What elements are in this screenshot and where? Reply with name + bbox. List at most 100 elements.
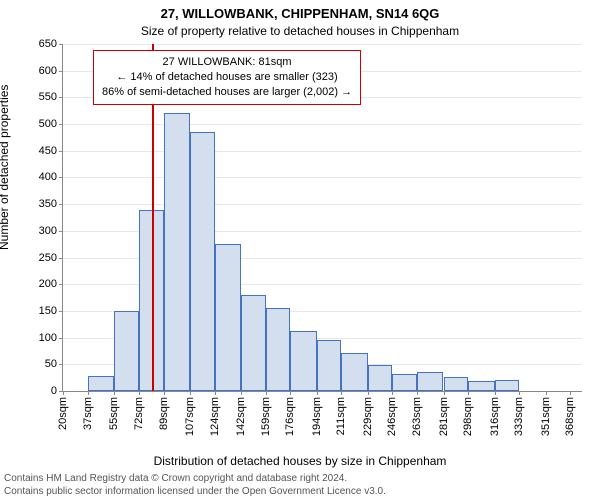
footer-line-1: Contains HM Land Registry data © Crown c… (4, 473, 596, 486)
xtick-mark (114, 391, 115, 395)
xtick-mark (570, 391, 571, 395)
annotation-line: 86% of semi-detached houses are larger (… (102, 85, 352, 100)
chart-title-sub: Size of property relative to detached ho… (0, 24, 600, 38)
xtick-label: 176sqm (284, 397, 296, 436)
xtick-label: 194sqm (311, 397, 323, 436)
annotation-line: ← 14% of detached houses are smaller (32… (102, 70, 352, 85)
xtick-label: 107sqm (184, 397, 196, 436)
xtick-mark (495, 391, 496, 395)
xtick-mark (417, 391, 418, 395)
grid-line (63, 151, 582, 152)
xtick-label: 55sqm (108, 397, 120, 430)
ytick-mark (59, 97, 63, 98)
ytick-label: 50 (45, 358, 57, 370)
xtick-label: 333sqm (513, 397, 525, 436)
xtick-label: 229sqm (362, 397, 374, 436)
x-axis-label: Distribution of detached houses by size … (0, 454, 600, 468)
xtick-mark (546, 391, 547, 395)
histogram-bar (444, 377, 469, 391)
xtick-mark (341, 391, 342, 395)
xtick-mark (88, 391, 89, 395)
ytick-mark (59, 124, 63, 125)
xtick-label: 20sqm (57, 397, 69, 430)
xtick-mark (444, 391, 445, 395)
xtick-label: 142sqm (235, 397, 247, 436)
ytick-mark (59, 364, 63, 365)
histogram-bar (368, 365, 393, 391)
xtick-mark (317, 391, 318, 395)
ytick-label: 500 (39, 118, 57, 130)
footer-line-2: Contains public sector information licen… (4, 486, 596, 499)
ytick-label: 250 (39, 252, 57, 264)
ytick-mark (59, 258, 63, 259)
xtick-label: 368sqm (564, 397, 576, 436)
ytick-label: 650 (39, 38, 57, 50)
histogram-bar (417, 372, 443, 391)
ytick-mark (59, 204, 63, 205)
histogram-bar (392, 374, 417, 391)
chart-container: 27, WILLOWBANK, CHIPPENHAM, SN14 6QG Siz… (0, 0, 600, 500)
ytick-mark (59, 284, 63, 285)
y-axis-label: Number of detached properties (0, 85, 11, 250)
xtick-label: 159sqm (260, 397, 272, 436)
xtick-mark (139, 391, 140, 395)
ytick-label: 450 (39, 145, 57, 157)
annotation-line: 27 WILLOWBANK: 81sqm (102, 55, 352, 70)
ytick-label: 100 (39, 332, 57, 344)
grid-line (63, 204, 582, 205)
xtick-label: 246sqm (386, 397, 398, 436)
xtick-label: 298sqm (462, 397, 474, 436)
histogram-bar (164, 113, 190, 391)
xtick-mark (368, 391, 369, 395)
histogram-bar (317, 340, 342, 391)
ytick-mark (59, 311, 63, 312)
histogram-bar (468, 381, 494, 391)
ytick-label: 150 (39, 305, 57, 317)
grid-line (63, 44, 582, 45)
xtick-label: 263sqm (411, 397, 423, 436)
xtick-label: 89sqm (158, 397, 170, 430)
ytick-mark (59, 231, 63, 232)
grid-line (63, 124, 582, 125)
ytick-label: 300 (39, 225, 57, 237)
histogram-bar (495, 380, 520, 391)
ytick-mark (59, 177, 63, 178)
chart-title-main: 27, WILLOWBANK, CHIPPENHAM, SN14 6QG (0, 6, 600, 21)
xtick-label: 281sqm (438, 397, 450, 436)
xtick-label: 316sqm (489, 397, 501, 436)
xtick-label: 37sqm (82, 397, 94, 430)
xtick-mark (215, 391, 216, 395)
ytick-mark (59, 71, 63, 72)
xtick-label: 72sqm (133, 397, 145, 430)
xtick-mark (63, 391, 64, 395)
histogram-bar (190, 132, 215, 391)
ytick-mark (59, 44, 63, 45)
xtick-mark (241, 391, 242, 395)
xtick-mark (164, 391, 165, 395)
histogram-bar (290, 331, 316, 391)
ytick-label: 600 (39, 65, 57, 77)
xtick-mark (290, 391, 291, 395)
annotation-box: 27 WILLOWBANK: 81sqm← 14% of detached ho… (93, 50, 361, 105)
grid-line (63, 177, 582, 178)
histogram-bar (88, 376, 114, 391)
ytick-label: 200 (39, 278, 57, 290)
xtick-mark (266, 391, 267, 395)
ytick-label: 0 (51, 385, 57, 397)
xtick-mark (519, 391, 520, 395)
xtick-mark (468, 391, 469, 395)
plot-area: 0501001502002503003504004505005506006502… (62, 44, 582, 392)
ytick-mark (59, 151, 63, 152)
xtick-label: 124sqm (209, 397, 221, 436)
histogram-bar (341, 353, 367, 391)
histogram-bar (241, 295, 266, 391)
xtick-mark (190, 391, 191, 395)
chart-footer: Contains HM Land Registry data © Crown c… (0, 471, 600, 500)
xtick-label: 211sqm (335, 397, 347, 435)
ytick-label: 550 (39, 91, 57, 103)
histogram-bar (266, 308, 291, 391)
histogram-bar (215, 244, 241, 391)
histogram-bar (114, 311, 139, 391)
xtick-mark (392, 391, 393, 395)
ytick-label: 400 (39, 171, 57, 183)
